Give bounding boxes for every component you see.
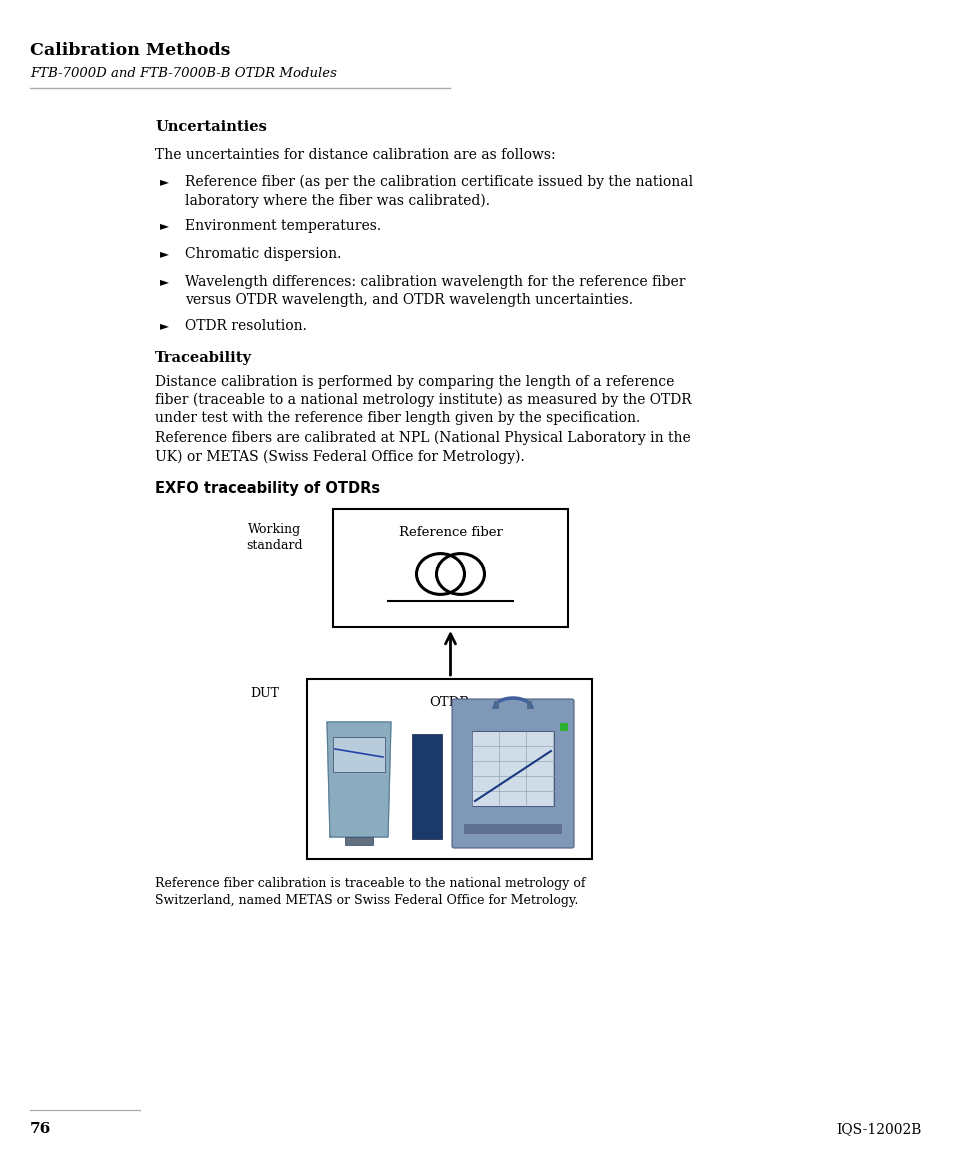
Bar bbox=[559, 723, 567, 731]
Bar bbox=[333, 737, 385, 772]
Text: FTB-7000D and FTB-7000B-B OTDR Modules: FTB-7000D and FTB-7000B-B OTDR Modules bbox=[30, 67, 336, 80]
Text: Distance calibration is performed by comparing the length of a reference
fiber (: Distance calibration is performed by com… bbox=[154, 376, 691, 425]
Text: Uncertainties: Uncertainties bbox=[154, 121, 267, 134]
Text: Environment temperatures.: Environment temperatures. bbox=[185, 219, 381, 233]
Text: Working
standard: Working standard bbox=[247, 523, 303, 552]
Text: Calibration Methods: Calibration Methods bbox=[30, 42, 230, 59]
Text: 76: 76 bbox=[30, 1122, 51, 1136]
Text: The uncertainties for distance calibration are as follows:: The uncertainties for distance calibrati… bbox=[154, 148, 555, 162]
Text: ►: ► bbox=[160, 319, 169, 331]
Bar bbox=[307, 679, 592, 859]
Text: Chromatic dispersion.: Chromatic dispersion. bbox=[185, 247, 341, 261]
Bar bbox=[412, 734, 441, 839]
Text: Reference fibers are calibrated at NPL (National Physical Laboratory in the
UK) : Reference fibers are calibrated at NPL (… bbox=[154, 431, 690, 464]
Text: ►: ► bbox=[160, 247, 169, 260]
Text: ►: ► bbox=[160, 175, 169, 188]
Text: Wavelength differences: calibration wavelength for the reference fiber
versus OT: Wavelength differences: calibration wave… bbox=[185, 275, 685, 307]
Bar bbox=[463, 824, 561, 834]
Text: Reference fiber (as per the calibration certificate issued by the national
labor: Reference fiber (as per the calibration … bbox=[185, 175, 693, 207]
Bar bbox=[345, 837, 373, 845]
Text: DUT: DUT bbox=[250, 687, 278, 700]
Text: Reference fiber: Reference fiber bbox=[398, 526, 502, 539]
Text: Reference fiber calibration is traceable to the national metrology of
Switzerlan: Reference fiber calibration is traceable… bbox=[154, 877, 585, 907]
Text: OTDR resolution.: OTDR resolution. bbox=[185, 319, 307, 333]
Bar bbox=[526, 701, 532, 709]
Text: OTDR: OTDR bbox=[429, 697, 469, 709]
Bar bbox=[333, 509, 567, 627]
Bar bbox=[494, 701, 498, 709]
Text: Traceability: Traceability bbox=[154, 351, 252, 365]
Polygon shape bbox=[327, 722, 391, 837]
Text: ►: ► bbox=[160, 275, 169, 287]
Text: EXFO traceability of OTDRs: EXFO traceability of OTDRs bbox=[154, 481, 379, 496]
Text: IQS-12002B: IQS-12002B bbox=[836, 1122, 921, 1136]
FancyBboxPatch shape bbox=[452, 699, 574, 848]
Text: ►: ► bbox=[160, 219, 169, 232]
Bar bbox=[472, 731, 554, 806]
